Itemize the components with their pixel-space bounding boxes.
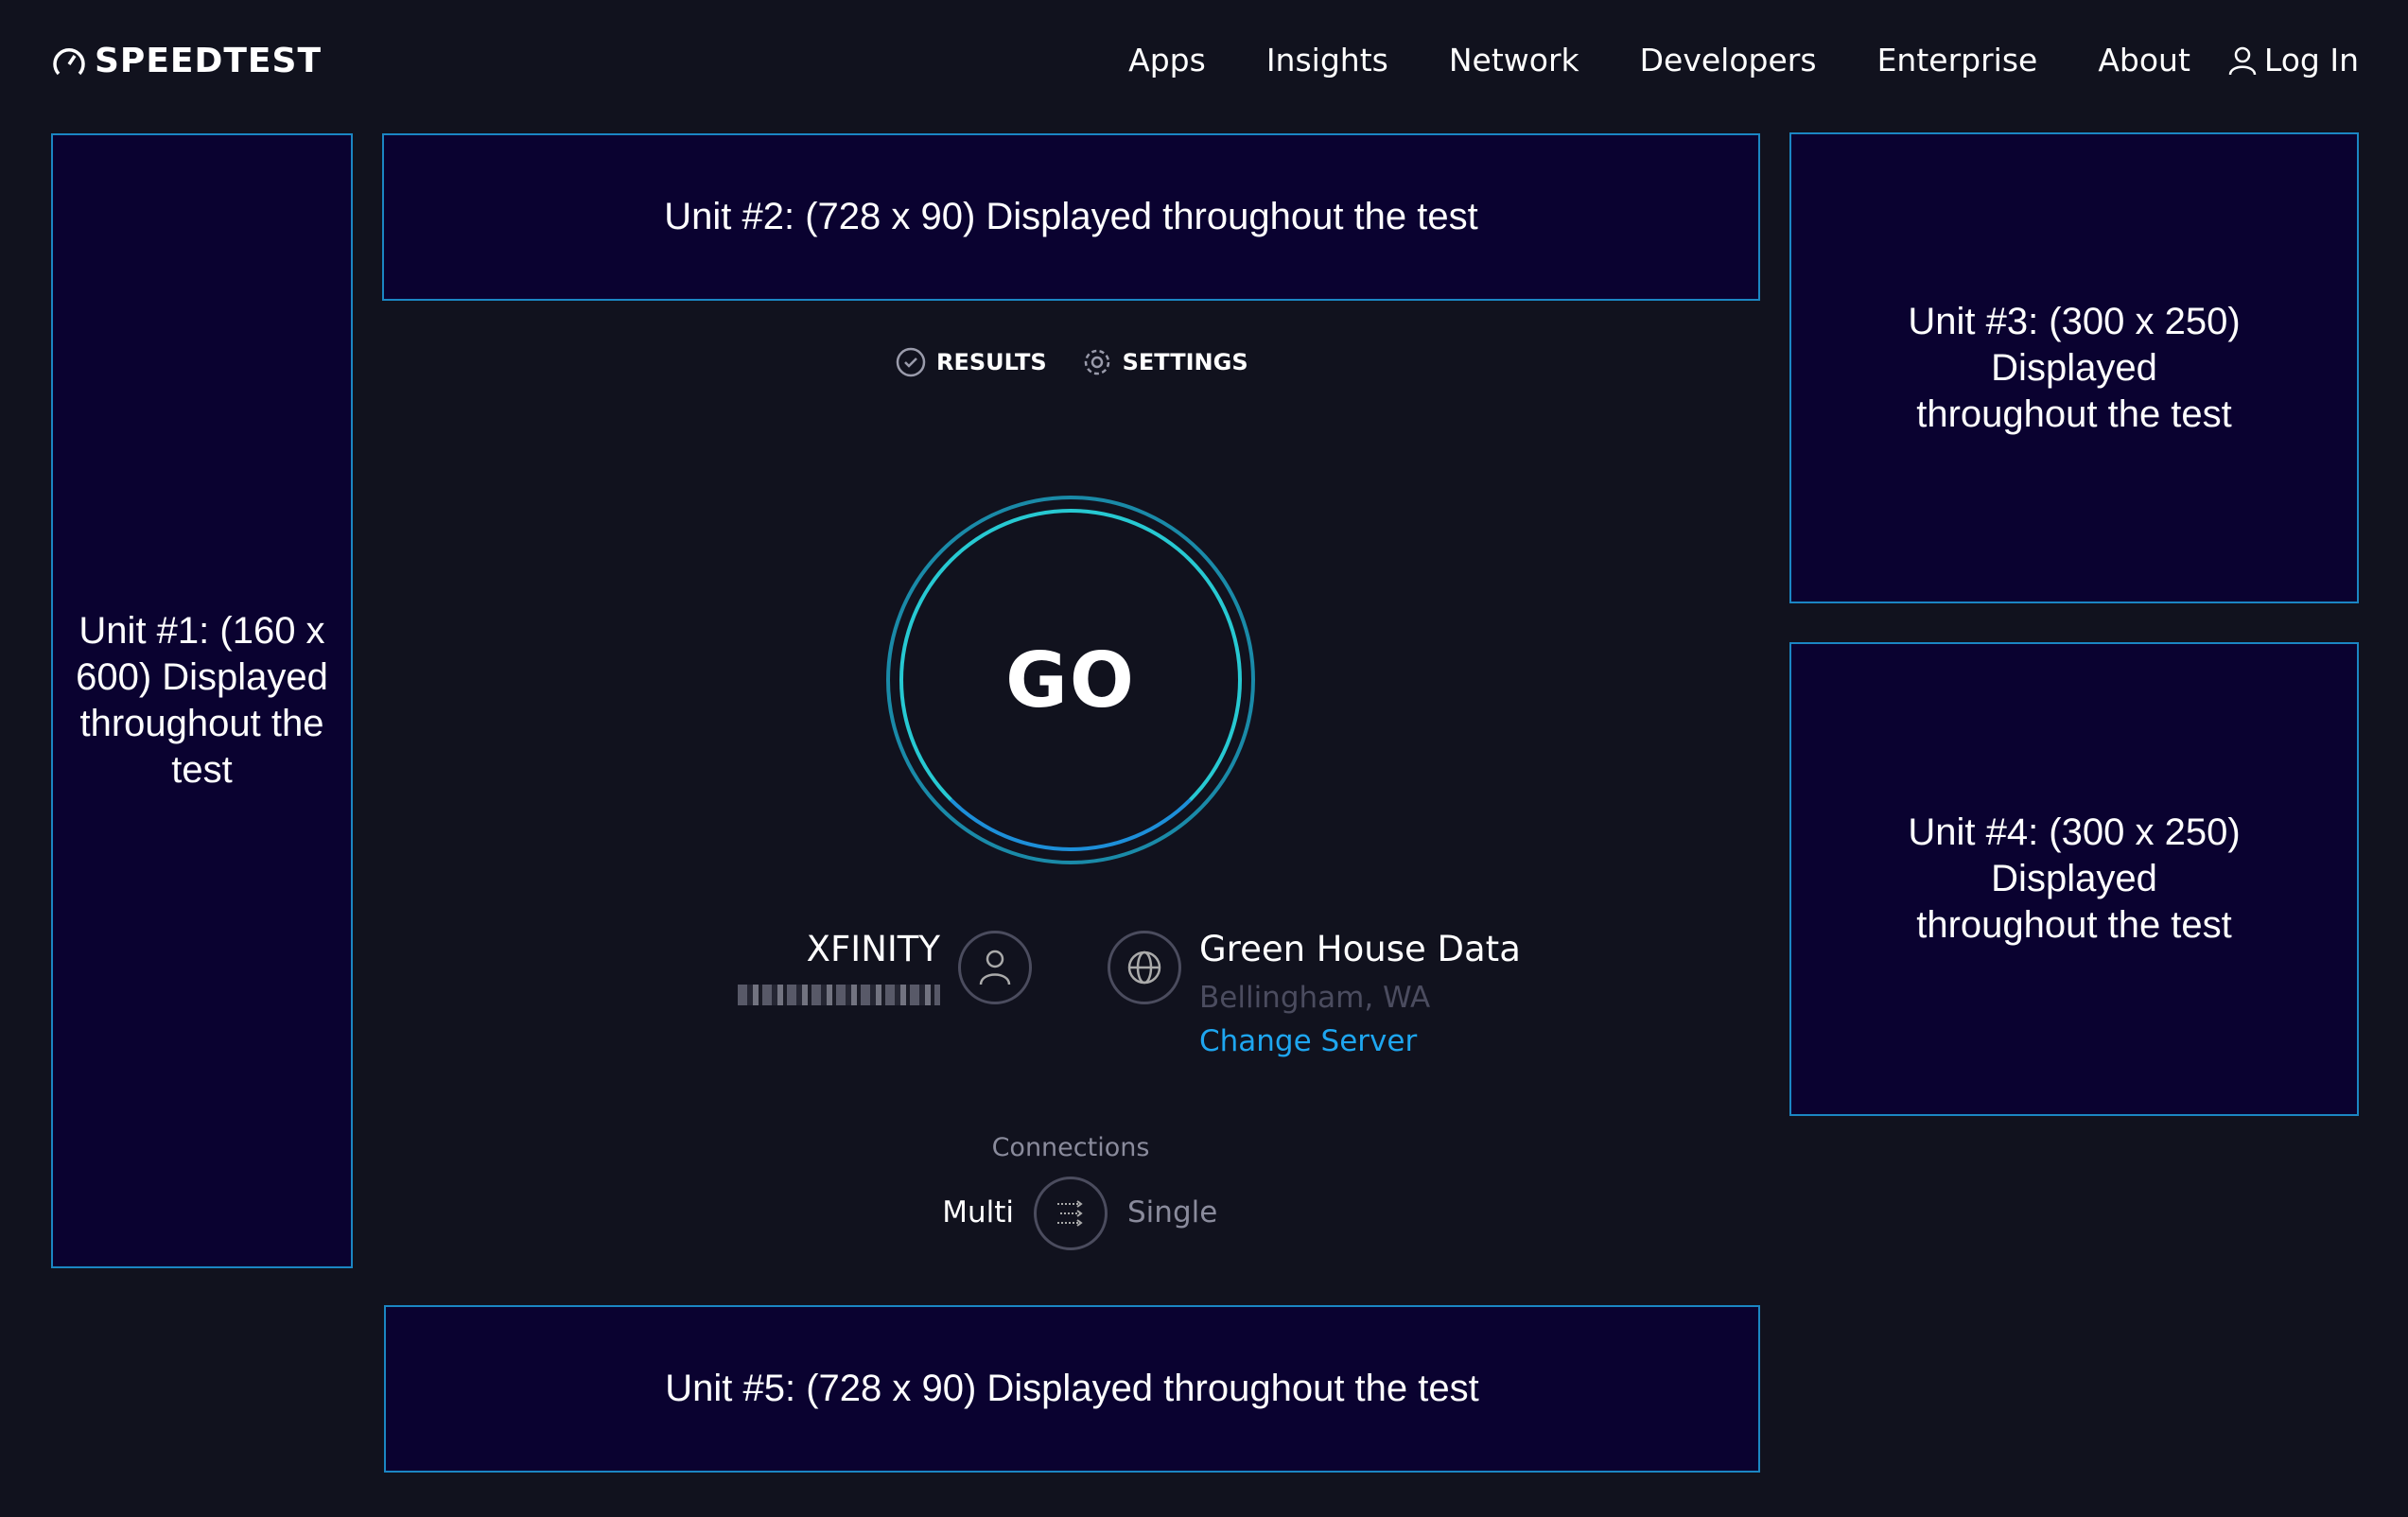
result-tabs: RESULTS SETTINGS bbox=[895, 346, 1248, 378]
connections-toggle[interactable] bbox=[1034, 1177, 1108, 1250]
connections-label: Connections bbox=[991, 1133, 1150, 1162]
nav-network[interactable]: Network bbox=[1448, 42, 1579, 78]
isp-name: XFINITY bbox=[806, 929, 940, 969]
nav-about[interactable]: About bbox=[2098, 42, 2190, 78]
nav-enterprise[interactable]: Enterprise bbox=[1876, 42, 2038, 78]
ad-unit-5[interactable]: Unit #5: (728 x 90) Displayed throughout… bbox=[384, 1305, 1760, 1473]
ad-unit-4-label: Unit #4: (300 x 250) Displayed throughou… bbox=[1908, 811, 2241, 946]
tab-settings[interactable]: SETTINGS bbox=[1081, 346, 1248, 378]
check-circle-icon bbox=[896, 347, 926, 377]
go-button[interactable]: GO bbox=[886, 496, 1255, 864]
connections-multi[interactable]: Multi bbox=[942, 1195, 1014, 1229]
ad-unit-5-label: Unit #5: (728 x 90) Displayed throughout… bbox=[665, 1368, 1479, 1409]
multi-arrows-icon bbox=[1057, 1200, 1083, 1227]
gear-icon bbox=[1084, 349, 1109, 375]
server-info: Green House Data Bellingham, WA Change S… bbox=[1199, 929, 1521, 1058]
connections-single[interactable]: Single bbox=[1127, 1195, 1218, 1229]
tab-results[interactable]: RESULTS bbox=[895, 346, 1047, 378]
ad-unit-4[interactable]: Unit #4: (300 x 250) Displayed throughou… bbox=[1789, 642, 2359, 1116]
ad-unit-3-label: Unit #3: (300 x 250) Displayed throughou… bbox=[1908, 300, 2241, 435]
server-globe-button[interactable] bbox=[1108, 931, 1181, 1004]
server-location: Bellingham, WA bbox=[1199, 981, 1431, 1015]
main-nav: Apps Insights Network Developers Enterpr… bbox=[1128, 42, 2359, 78]
speedtest-logo[interactable]: SPEEDTEST bbox=[51, 42, 322, 80]
globe-icon bbox=[1127, 950, 1161, 985]
tab-settings-label: SETTINGS bbox=[1122, 349, 1248, 375]
ad-unit-3[interactable]: Unit #3: (300 x 250) Displayed throughou… bbox=[1789, 132, 2359, 603]
go-label: GO bbox=[899, 509, 1242, 851]
ad-unit-2[interactable]: Unit #2: (728 x 90) Displayed throughout… bbox=[382, 133, 1760, 301]
nav-developers[interactable]: Developers bbox=[1639, 42, 1817, 78]
gauge-icon bbox=[53, 47, 85, 75]
tab-results-label: RESULTS bbox=[936, 349, 1047, 375]
change-server-link[interactable]: Change Server bbox=[1199, 1024, 1418, 1058]
login-label: Log In bbox=[2263, 42, 2359, 78]
server-name: Green House Data bbox=[1199, 929, 1521, 969]
user-icon bbox=[979, 950, 1011, 985]
nav-insights[interactable]: Insights bbox=[1265, 42, 1388, 78]
logo-text: SPEEDTEST bbox=[95, 42, 323, 80]
ad-unit-1-label: Unit #1: (160 x 600) Displayed throughou… bbox=[76, 610, 328, 791]
ad-unit-1[interactable]: Unit #1: (160 x 600) Displayed throughou… bbox=[51, 133, 353, 1268]
nav-apps[interactable]: Apps bbox=[1128, 42, 1206, 78]
isp-user-button[interactable] bbox=[958, 931, 1032, 1004]
user-icon bbox=[2228, 46, 2257, 75]
login-link[interactable]: Log In bbox=[2228, 42, 2359, 78]
redacted-ip bbox=[738, 985, 940, 1005]
ad-unit-2-label: Unit #2: (728 x 90) Displayed throughout… bbox=[664, 196, 1478, 237]
isp-info: XFINITY bbox=[662, 929, 940, 1005]
